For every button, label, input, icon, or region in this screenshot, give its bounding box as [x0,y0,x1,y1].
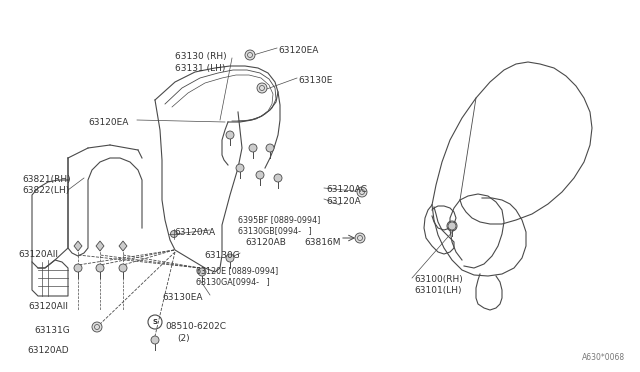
Circle shape [274,174,282,182]
Circle shape [92,322,102,332]
Text: A630*0068: A630*0068 [582,353,625,362]
Text: 63130EA: 63130EA [162,293,202,302]
Circle shape [357,187,367,197]
Text: 63130GA[0994-   ]: 63130GA[0994- ] [196,277,269,286]
Text: 63120AB: 63120AB [245,238,286,247]
Text: 63120AII: 63120AII [18,250,58,259]
Circle shape [198,268,206,276]
Text: (2): (2) [177,334,189,343]
Circle shape [256,171,264,179]
Circle shape [448,222,456,230]
Text: 63131G: 63131G [34,326,70,335]
Text: 63100(RH): 63100(RH) [414,275,463,284]
Circle shape [249,144,257,152]
Text: 63120E [0889-0994]: 63120E [0889-0994] [196,266,278,275]
Circle shape [96,264,104,272]
Polygon shape [96,241,104,251]
Text: 63130G: 63130G [204,251,240,260]
Text: S: S [152,319,157,325]
Circle shape [226,131,234,139]
Text: 63130E: 63130E [298,76,332,85]
Circle shape [236,164,244,172]
Polygon shape [74,241,82,251]
Circle shape [74,264,82,272]
Text: 63120A: 63120A [326,197,361,206]
Text: 6395BF [0889-0994]: 6395BF [0889-0994] [238,215,321,224]
Circle shape [266,144,274,152]
Text: 63120EA: 63120EA [88,118,129,127]
Text: 08510-6202C: 08510-6202C [165,322,226,331]
Circle shape [170,231,177,237]
Text: 63120AD: 63120AD [27,346,68,355]
Text: 63120AII: 63120AII [28,302,68,311]
Text: 63130GB[0994-   ]: 63130GB[0994- ] [238,226,312,235]
Circle shape [257,83,267,93]
Circle shape [151,336,159,344]
Circle shape [226,254,234,262]
Circle shape [119,264,127,272]
Polygon shape [119,241,127,251]
Text: 63120AC: 63120AC [326,185,367,194]
Text: 63120EA: 63120EA [278,46,318,55]
Text: 63821(RH): 63821(RH) [22,175,70,184]
Circle shape [245,50,255,60]
Text: 63101(LH): 63101(LH) [414,286,461,295]
Circle shape [355,233,365,243]
Text: 63816M: 63816M [304,238,340,247]
Text: 63822(LH): 63822(LH) [22,186,69,195]
Text: 63120AA: 63120AA [174,228,215,237]
Text: 63131 (LH): 63131 (LH) [175,64,225,73]
Text: 63130 (RH): 63130 (RH) [175,52,227,61]
